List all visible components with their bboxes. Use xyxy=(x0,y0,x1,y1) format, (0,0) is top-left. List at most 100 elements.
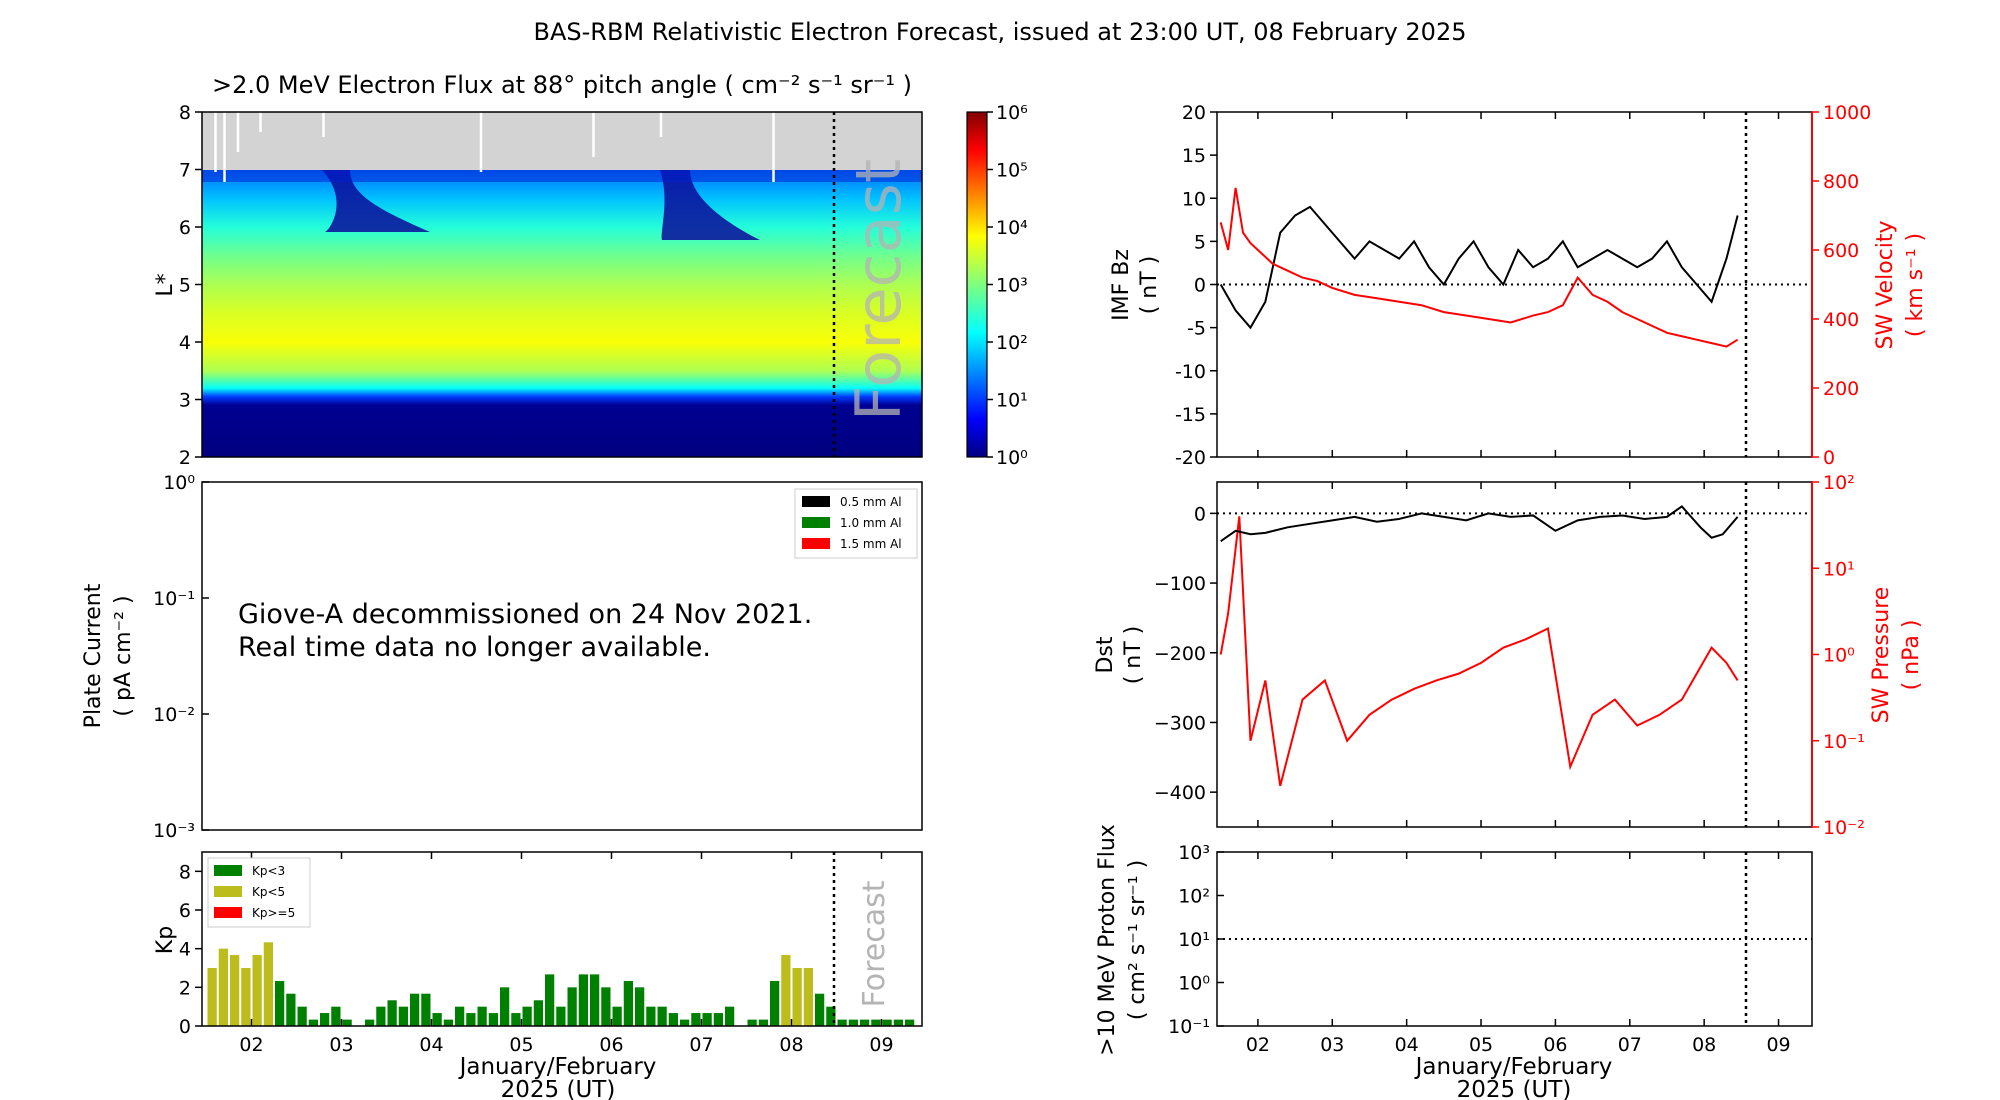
gray-region-dropouts xyxy=(214,112,775,182)
dst-y-tick-label: 0 xyxy=(1194,503,1206,525)
proton-x-tick-label: 07 xyxy=(1618,1034,1642,1056)
plate-y-tick-label: 10⁻² xyxy=(153,704,195,726)
kp-x-tick-label: 03 xyxy=(329,1034,353,1056)
imf-y-tick-label: -5 xyxy=(1187,318,1206,340)
kp-bar xyxy=(533,1000,543,1026)
dst-ylabel-1: Dst xyxy=(1093,636,1118,673)
kp-bar xyxy=(466,1013,476,1026)
giove-message-line-2: Real time data no longer available. xyxy=(238,632,711,663)
kp-bar xyxy=(702,1013,712,1026)
kp-ylabel: Kp xyxy=(153,926,178,954)
kp-bar xyxy=(522,1006,532,1026)
kp-bar xyxy=(792,968,802,1026)
dst-series xyxy=(1220,505,1739,543)
proton-y-tick-label: 10⁻¹ xyxy=(1168,1016,1210,1038)
kp-x-axis: 02 03 04 05 06 07 08 09 xyxy=(239,852,894,1056)
figure-title: BAS-RBM Relativistic Electron Forecast, … xyxy=(534,18,1467,46)
flux-y-tick-label: 3 xyxy=(179,390,191,412)
kp-legend-swatch-low xyxy=(214,865,242,876)
imf-y-tick-label: -10 xyxy=(1175,361,1206,383)
kp-bar xyxy=(668,1013,678,1026)
electron-flux-heatmap xyxy=(202,170,922,457)
proton-ylabel-1: >10 MeV Proton Flux xyxy=(1095,824,1120,1056)
kp-bar xyxy=(297,1006,307,1026)
kp-x-tick-label: 08 xyxy=(779,1034,803,1056)
giove-message-line-1: Giove-A decommissioned on 24 Nov 2021. xyxy=(238,599,812,630)
kp-bar xyxy=(488,1013,498,1026)
kp-bar xyxy=(860,1019,870,1026)
kp-bar xyxy=(320,1013,330,1026)
kp-bar xyxy=(207,968,217,1026)
imf-bz-series xyxy=(1219,205,1739,330)
legend-swatch-10mm xyxy=(802,517,830,528)
legend-swatch-05mm xyxy=(802,496,830,507)
flux-y-tick-label: 7 xyxy=(179,160,191,182)
kp-legend-label-mid: Kp<5 xyxy=(252,885,285,899)
proton-x-tick-label: 09 xyxy=(1766,1034,1790,1056)
kp-bar xyxy=(646,1006,656,1026)
kp-y-axis: 0 2 4 6 8 xyxy=(179,861,202,1038)
kp-bar xyxy=(511,1013,521,1026)
imf-panel: -20 -15 -10 -5 0 5 10 15 20 0 200 400 600 800 1000 IM… xyxy=(1109,102,1928,469)
colorbar-tick-label: 10² xyxy=(996,332,1028,354)
kp-bar xyxy=(770,980,780,1026)
sw-velocity-ylabel-1: SW Velocity xyxy=(1873,220,1898,349)
kp-bar xyxy=(623,980,633,1026)
dst-y-tick-label: −300 xyxy=(1154,712,1206,734)
kp-bar xyxy=(815,993,825,1026)
colorbar-tick-label: 10⁰ xyxy=(996,447,1028,469)
kp-legend: Kp<3 Kp<5 Kp>=5 xyxy=(207,857,311,928)
flux-y-tick-label: 6 xyxy=(179,217,191,239)
imf-x-axis xyxy=(1257,112,1780,457)
kp-x-tick-label: 02 xyxy=(239,1034,263,1056)
proton-y-tick-label: 10³ xyxy=(1178,842,1210,864)
kp-bar xyxy=(893,1019,903,1026)
electron-flux-panel: >2.0 MeV Electron Flux at 88° pitch angl… xyxy=(153,71,1028,469)
plate-current-panel: 10⁰ 10⁻¹ 10⁻² 10⁻³ Plate Current ( pA cm⁻² … xyxy=(81,472,923,842)
sw-pressure-tick-label: 10⁻² xyxy=(1823,817,1865,839)
kp-bar xyxy=(241,968,251,1026)
legend-label-05mm: 0.5 mm Al xyxy=(840,495,902,509)
kp-bar xyxy=(747,1019,757,1026)
proton-panel: 10⁻¹ 10⁰ 10¹ 10² 10³ 02 03 04 05 06 07 08 09 >10 Me… xyxy=(1095,824,1813,1100)
flux-y-tick-label: 2 xyxy=(179,447,191,469)
proton-y-tick-label: 10² xyxy=(1178,886,1210,908)
kp-bar xyxy=(601,987,611,1026)
kp-bar xyxy=(691,1013,701,1026)
proton-x-tick-label: 06 xyxy=(1543,1034,1567,1056)
flux-forecast-label: Forecast xyxy=(842,159,915,421)
flux-y-tick-label: 8 xyxy=(179,102,191,124)
kp-xlabel-line-2: 2025 (UT) xyxy=(501,1077,616,1100)
flux-y-axis: 2 3 4 5 6 7 8 xyxy=(179,102,202,469)
kp-legend-label-high: Kp>=5 xyxy=(252,906,295,920)
kp-bar xyxy=(421,993,431,1026)
proton-x-tick-label: 02 xyxy=(1246,1034,1270,1056)
sw-pressure-series xyxy=(1219,516,1739,787)
kp-bar xyxy=(275,980,285,1026)
kp-x-tick-label: 07 xyxy=(689,1034,713,1056)
plate-y-tick-label: 10⁰ xyxy=(163,472,195,494)
colorbar-axis: 10⁰ 10¹ 10² 10³ 10⁴ 10⁵ 10⁶ xyxy=(987,102,1028,469)
kp-bar xyxy=(578,974,588,1026)
imf-y-tick-label: 20 xyxy=(1182,102,1206,124)
kp-legend-swatch-high xyxy=(214,907,242,918)
plate-current-ylabel-2: ( pA cm⁻² ) xyxy=(111,595,136,716)
kp-bar xyxy=(387,1000,397,1026)
plate-current-frame xyxy=(201,481,923,831)
sw-pressure-tick-label: 10² xyxy=(1823,472,1855,494)
kp-bar xyxy=(218,948,228,1026)
no-data-region xyxy=(202,112,922,170)
proton-x-axis: 02 03 04 05 06 07 08 09 xyxy=(1246,852,1791,1056)
sw-velocity-y-tick-label: 600 xyxy=(1823,240,1859,262)
kp-legend-swatch-mid xyxy=(214,886,242,897)
proton-y-tick-label: 10¹ xyxy=(1178,929,1210,951)
flux-y-tick-label: 5 xyxy=(179,275,191,297)
kp-x-tick-label: 05 xyxy=(509,1034,533,1056)
colorbar-tick-label: 10⁵ xyxy=(996,160,1028,182)
imf-ylabel-1: IMF Bz xyxy=(1109,249,1134,321)
kp-bar xyxy=(556,1006,566,1026)
kp-bar xyxy=(871,1019,881,1026)
kp-legend-label-low: Kp<3 xyxy=(252,864,285,878)
